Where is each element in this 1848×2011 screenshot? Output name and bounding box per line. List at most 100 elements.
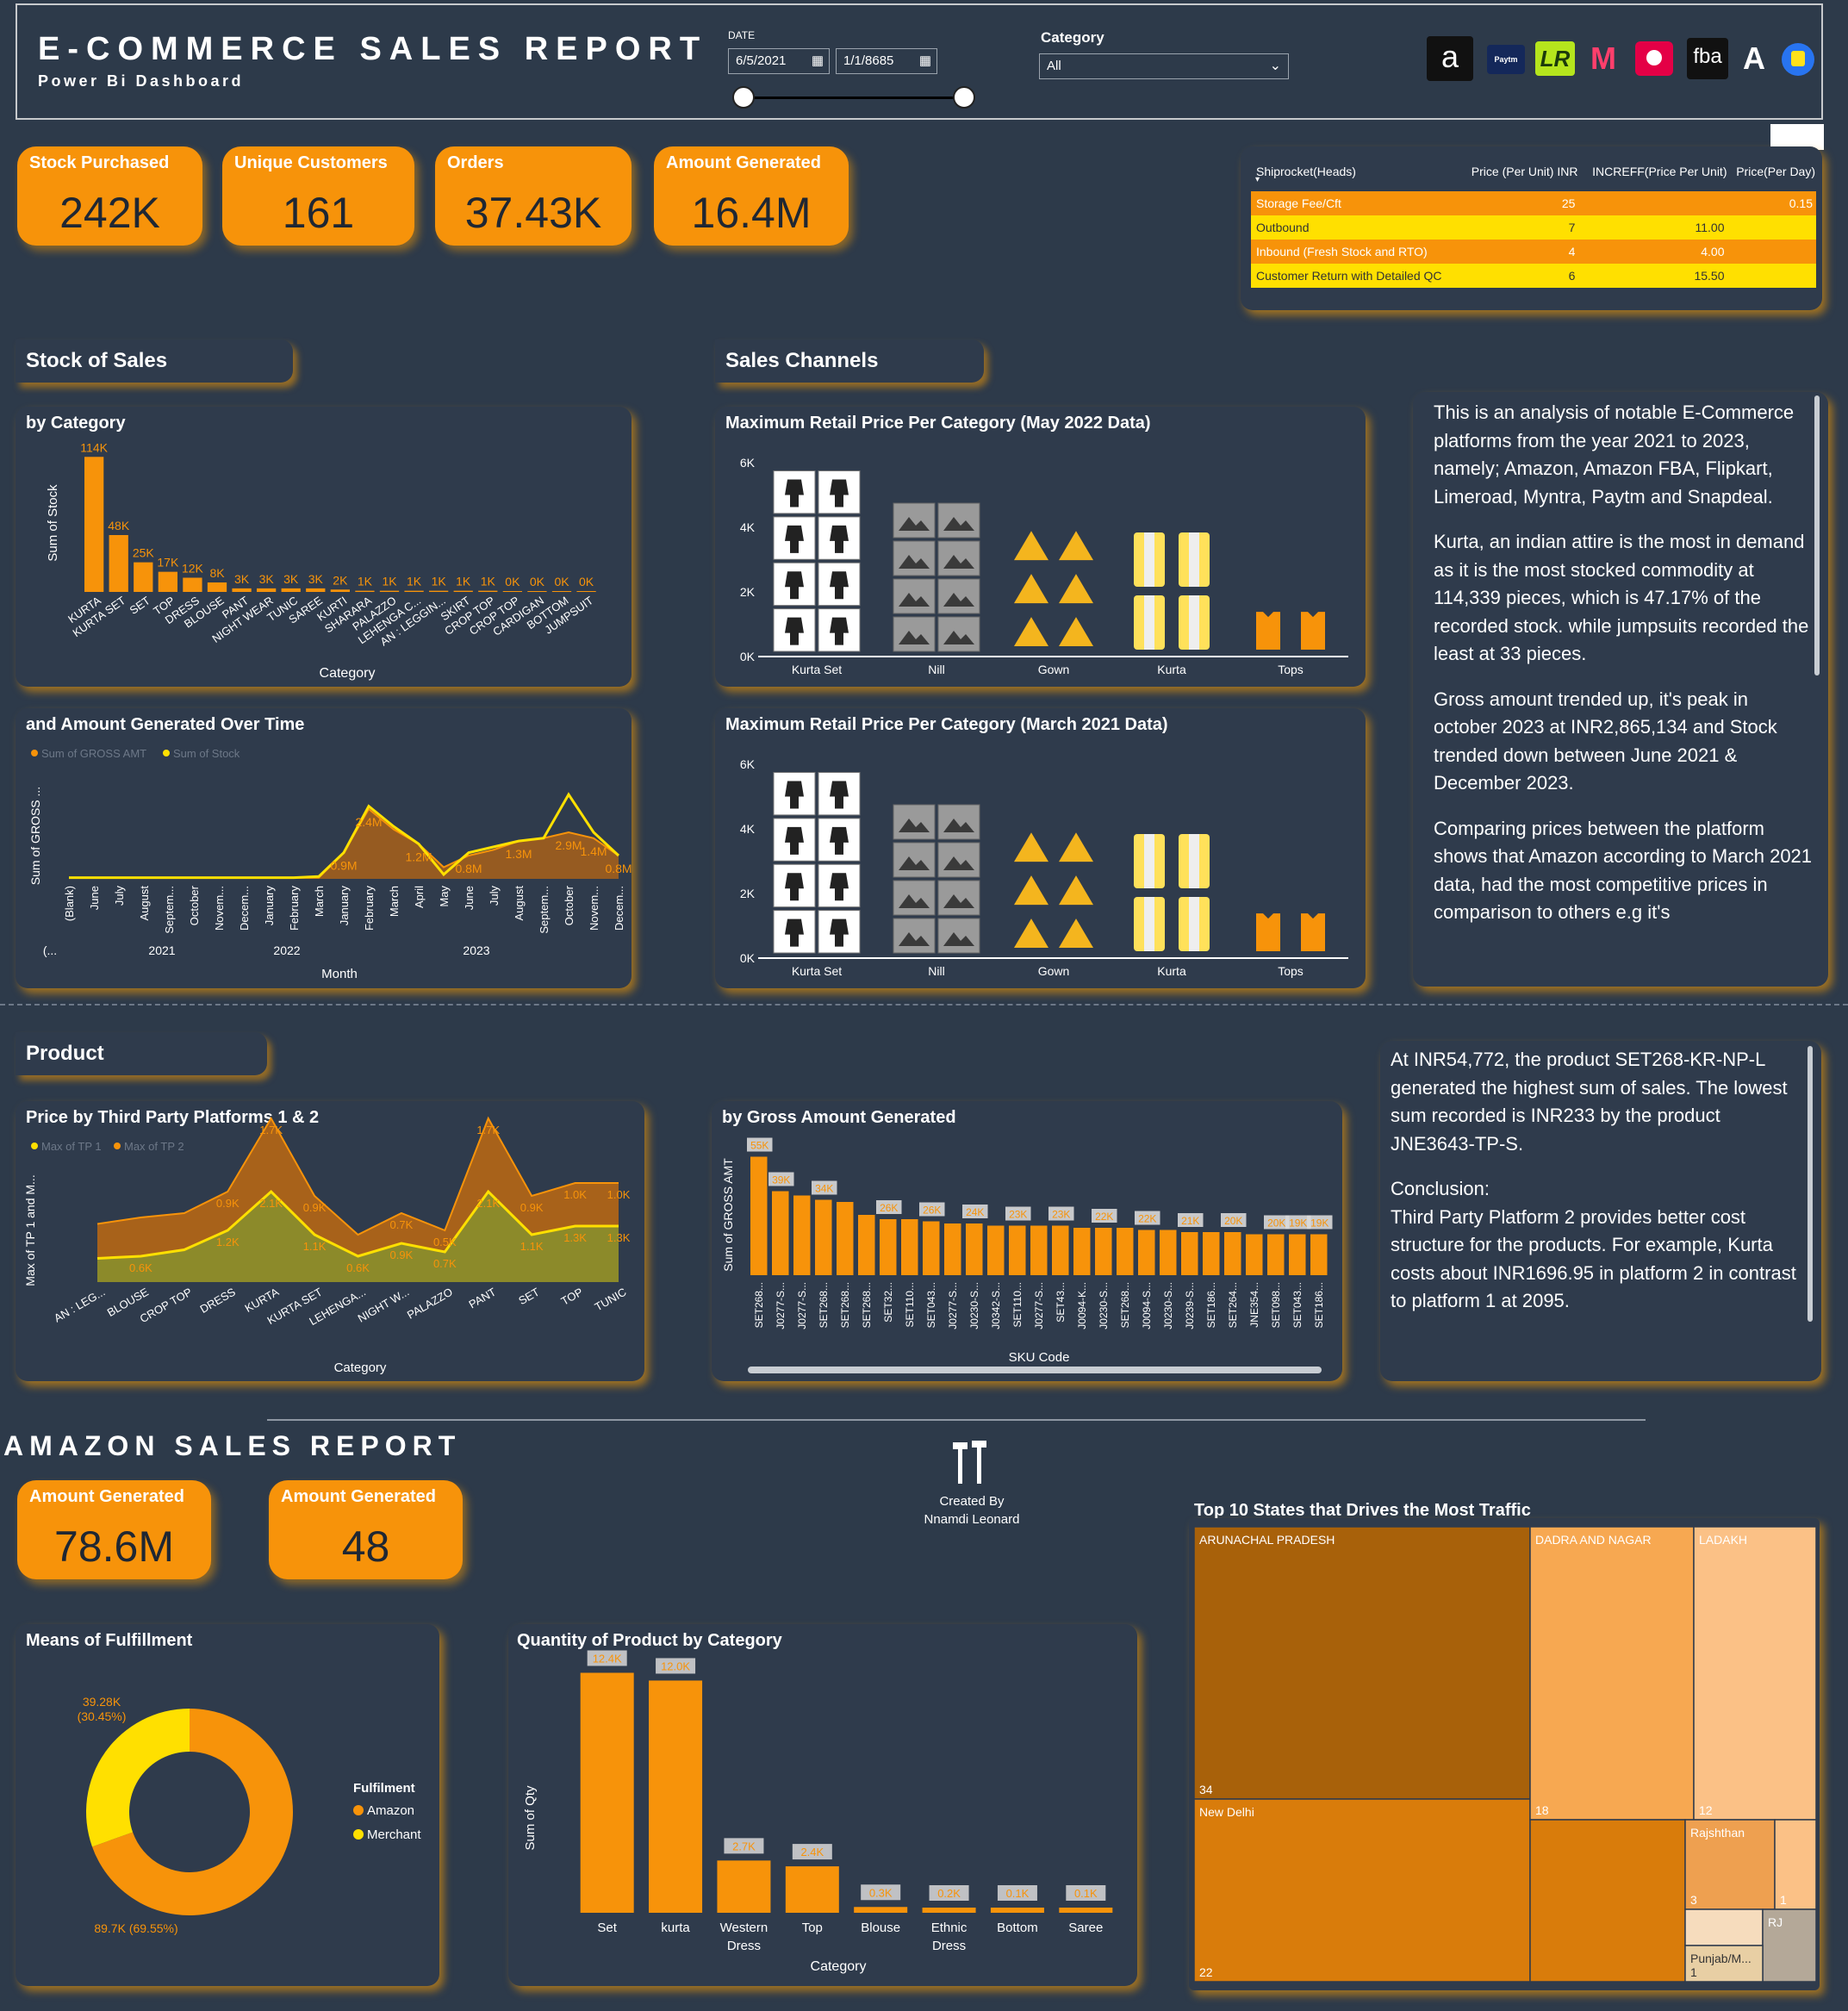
image-placeholder-icon xyxy=(893,502,936,539)
data-label: 23K xyxy=(1009,1209,1027,1221)
data-label: 2.1K xyxy=(259,1197,283,1210)
horizontal-scrollbar[interactable] xyxy=(748,1367,1322,1373)
data-label: 1K xyxy=(456,575,471,588)
table-cell: Outbound xyxy=(1256,221,1310,234)
x-tick-label: SET xyxy=(128,594,152,617)
data-label: 3K xyxy=(283,572,299,586)
dress-icon xyxy=(785,826,804,855)
data-label: 0.1K xyxy=(1006,1887,1030,1900)
data-label: 1.7K xyxy=(259,1124,283,1136)
gown-icon xyxy=(1014,875,1048,906)
y-axis-label: Sum of GROSS AMT xyxy=(721,1158,735,1272)
calendar-icon[interactable]: ▦ xyxy=(918,53,931,68)
table-cell: 7 xyxy=(1568,221,1576,234)
data-label-bg xyxy=(792,1844,832,1860)
kurta-icon xyxy=(1144,532,1154,587)
gown-icon xyxy=(1059,832,1093,862)
x-tick-label: July xyxy=(488,886,501,906)
column-header: Price(Per Day) xyxy=(1736,165,1815,178)
bar xyxy=(750,1156,768,1275)
legend-marker xyxy=(353,1829,364,1840)
treemap-value: 22 xyxy=(1199,1965,1213,1979)
chart-title: Price by Third Party Platforms 1 & 2 xyxy=(26,1108,320,1127)
data-label-bg xyxy=(812,1180,837,1195)
data-label: 1.1K xyxy=(520,1240,544,1253)
scrollbar[interactable] xyxy=(1814,395,1820,676)
x-tick-label: SET043... xyxy=(1291,1282,1304,1328)
data-label-bg xyxy=(1135,1211,1160,1225)
x-tick-label: SET268... xyxy=(839,1282,851,1328)
x-tick-label: J0094-K... xyxy=(1076,1282,1088,1329)
shiprocket-table-panel: ▾ Shiprocket(Heads) Price (Per Unit) INR… xyxy=(1241,146,1822,310)
data-label: 1.3K xyxy=(563,1231,587,1244)
data-label: 1K xyxy=(481,575,496,588)
bar xyxy=(379,590,400,592)
dress-icon xyxy=(830,826,849,855)
date-slider-end-handle[interactable] xyxy=(953,86,975,109)
legend-marker xyxy=(114,1142,121,1149)
data-label: 0K xyxy=(579,575,594,588)
image-placeholder-icon xyxy=(937,842,980,878)
x-tick-label: August xyxy=(138,886,151,921)
kpi-value: 16.4M xyxy=(691,189,812,237)
amazon-kpi-count: Amount Generated 48 xyxy=(269,1480,463,1579)
data-label: 24K xyxy=(966,1206,984,1218)
x-tick-label: J0230-S... xyxy=(1162,1282,1174,1329)
kpi-value: 37.43K xyxy=(464,189,602,237)
x-tick-label: February xyxy=(288,886,301,931)
x-tick-label: TUNIC xyxy=(593,1286,629,1314)
chevron-down-icon[interactable]: ⌄ xyxy=(1269,59,1281,73)
fulfilment-panel: Means of Fulfillment 89.7K (69.55%) 39.28… xyxy=(16,1624,439,1986)
date-slider-start-handle[interactable] xyxy=(732,86,755,109)
date-start-input[interactable]: 6/5/2021 ▦ xyxy=(728,48,830,74)
x-tick-label: Ethnic xyxy=(931,1921,968,1935)
kurta-icon xyxy=(1189,834,1199,888)
kpi-label: Amount Generated xyxy=(281,1487,437,1506)
legend-marker xyxy=(163,750,170,756)
x-tick-label: SET043... xyxy=(925,1282,937,1328)
category-dropdown[interactable]: All ⌄ xyxy=(1039,53,1289,79)
image-placeholder-icon xyxy=(899,932,930,946)
bar xyxy=(551,591,572,592)
image-placeholder-icon xyxy=(937,578,980,614)
data-label: 2.7K xyxy=(732,1840,756,1852)
x-tick-label: SET268... xyxy=(1119,1282,1131,1328)
kpi-label: Amount Generated xyxy=(666,153,822,172)
date-start-value: 6/5/2021 xyxy=(736,53,787,68)
x-tick-label: Top xyxy=(802,1921,823,1935)
amazon-report-title: AMAZON SALES REPORT xyxy=(3,1430,462,1461)
dress-icon xyxy=(785,873,804,901)
bar xyxy=(923,1221,940,1275)
table-cell: 11.00 xyxy=(1695,221,1725,234)
donut-slice xyxy=(86,1709,190,1847)
scrollbar[interactable] xyxy=(1808,1046,1813,1322)
table-row: Outbound 7 11.00 xyxy=(1251,215,1816,240)
tools-icon xyxy=(946,1437,998,1489)
treemap-label: RJ xyxy=(1768,1915,1783,1929)
x-axis-label: Category xyxy=(320,666,376,681)
bar xyxy=(1052,1225,1069,1275)
x-axis-label: Category xyxy=(811,1959,867,1974)
calendar-icon[interactable]: ▦ xyxy=(811,53,824,68)
kurta-icon xyxy=(1189,532,1199,587)
data-label-bg xyxy=(1285,1215,1311,1230)
y-tick-label: 4K xyxy=(740,822,756,836)
x-tick-label: January xyxy=(338,886,351,926)
image-placeholder-icon xyxy=(937,918,980,954)
x-tick-label: Kurta xyxy=(1157,663,1186,676)
data-label: 23K xyxy=(1052,1209,1070,1221)
x-tick-label: Blouse xyxy=(861,1921,900,1935)
fba-logo-text: fba xyxy=(1693,45,1722,68)
x-tick-label: June xyxy=(463,886,476,910)
data-label: 12K xyxy=(182,562,204,576)
x-tick-label: August xyxy=(513,886,526,921)
dress-icon xyxy=(785,479,804,507)
fulfilment-donut-chart: 89.7K (69.55%) 39.28K(30.45%) Fulfilment Am… xyxy=(78,1695,422,1935)
data-label-bg xyxy=(1005,1206,1031,1221)
commentary-paragraph: Comparing prices between the platform sh… xyxy=(1434,817,1813,924)
amazon-logo: a xyxy=(1427,36,1473,81)
date-end-input[interactable]: 1/1/8685 ▦ xyxy=(836,48,937,74)
y-tick-label: 2K xyxy=(740,585,756,599)
x-axis-label: Month xyxy=(321,967,358,981)
treemap-value: 3 xyxy=(1690,1893,1697,1907)
